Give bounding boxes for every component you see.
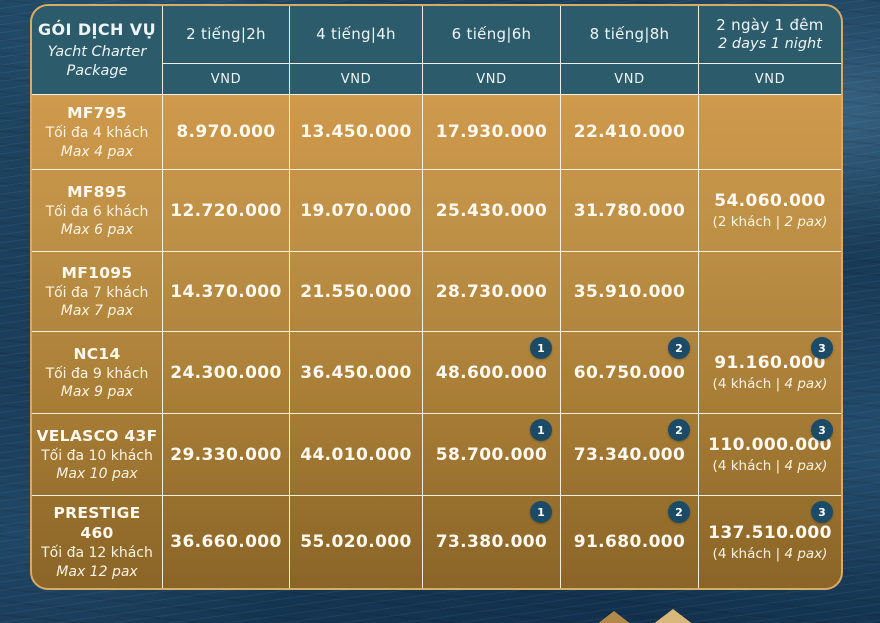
pax-note: (2 khách | 2 pax) [712, 214, 828, 230]
triangle-decoration-left-icon [596, 611, 632, 623]
yacht-name-cell: NC14 Tối đa 9 khách Max 9 pax [32, 332, 163, 414]
pax-note: (4 khách | 4 pax) [712, 545, 828, 562]
price-cell: 54.060.000 (2 khách | 2 pax) [699, 170, 841, 252]
price-cell-empty [699, 252, 841, 332]
price-value: 19.070.000 [300, 200, 412, 221]
price-cell-empty [699, 95, 841, 170]
price-cell: 24.300.000 [163, 332, 290, 414]
rank-badge: 3 [811, 337, 833, 359]
price-value: 110.000.000 [708, 435, 832, 455]
package-subtitle: Yacht Charter Package [47, 43, 147, 79]
price-cell: 19.070.000 [290, 170, 423, 252]
price-cell: 1 48.600.000 [423, 332, 561, 414]
currency-header: VND [163, 64, 290, 95]
yacht-name-cell: VELASCO 43F Tối đa 10 khách Max 10 pax [32, 414, 163, 496]
price-value: 17.930.000 [435, 122, 548, 142]
price-value: 24.300.000 [170, 362, 282, 383]
price-value: 60.750.000 [573, 362, 686, 383]
rank-badge: 2 [668, 501, 690, 523]
currency-header: VND [290, 64, 423, 95]
package-title: GÓI DỊCH VỤ [38, 19, 156, 39]
price-value: 22.410.000 [573, 122, 686, 142]
price-cell: 22.410.000 [561, 95, 699, 170]
price-cell: 35.910.000 [561, 252, 699, 332]
package-header-cell: GÓI DỊCH VỤ Yacht Charter Package [32, 6, 163, 95]
yacht-name-cell: MF895 Tối đa 6 khách Max 6 pax [32, 170, 163, 252]
price-value: 73.340.000 [573, 444, 686, 465]
currency-header: VND [423, 64, 561, 95]
price-cell: 2 60.750.000 [561, 332, 699, 414]
price-cell: 2 73.340.000 [561, 414, 699, 496]
duration-header-8h: 8 tiếng|8h [561, 6, 699, 64]
price-value: 13.450.000 [300, 122, 412, 142]
price-value: 31.780.000 [573, 200, 686, 221]
price-cell: 2 91.680.000 [561, 496, 699, 588]
duration-header-4h: 4 tiếng|4h [290, 6, 423, 64]
price-cell: 8.970.000 [163, 95, 290, 170]
price-cell: 3 137.510.000 (4 khách | 4 pax) [699, 496, 841, 588]
price-value: 14.370.000 [170, 281, 282, 302]
rank-badge: 1 [530, 337, 552, 359]
price-value: 21.550.000 [300, 281, 412, 302]
price-value: 44.010.000 [300, 444, 412, 465]
price-cell: 1 58.700.000 [423, 414, 561, 496]
price-cell: 3 91.160.000 (4 khách | 4 pax) [699, 332, 841, 414]
price-value: 91.680.000 [573, 532, 686, 552]
price-cell: 28.730.000 [423, 252, 561, 332]
price-cell: 31.780.000 [561, 170, 699, 252]
price-value: 8.970.000 [176, 122, 276, 142]
price-cell: 25.430.000 [423, 170, 561, 252]
price-cell: 36.660.000 [163, 496, 290, 588]
rank-badge: 1 [530, 419, 552, 441]
price-value: 28.730.000 [435, 281, 548, 302]
price-cell: 55.020.000 [290, 496, 423, 588]
rank-badge: 1 [530, 501, 552, 523]
pricing-table: GÓI DỊCH VỤ Yacht Charter Package 2 tiến… [30, 4, 843, 590]
price-value: 12.720.000 [170, 200, 282, 221]
price-cell: 17.930.000 [423, 95, 561, 170]
price-cell: 44.010.000 [290, 414, 423, 496]
price-cell: 12.720.000 [163, 170, 290, 252]
yacht-name-cell: PRESTIGE 460 Tối đa 12 khách Max 12 pax [32, 496, 163, 588]
price-value: 29.330.000 [170, 444, 282, 465]
price-cell: 29.330.000 [163, 414, 290, 496]
price-cell: 21.550.000 [290, 252, 423, 332]
currency-header: VND [561, 64, 699, 95]
pax-note: (4 khách | 4 pax) [712, 458, 828, 474]
price-cell: 13.450.000 [290, 95, 423, 170]
price-value: 25.430.000 [435, 200, 548, 221]
duration-header-6h: 6 tiếng|6h [423, 6, 561, 64]
rank-badge: 2 [668, 337, 690, 359]
yacht-name-cell: MF1095 Tối đa 7 khách Max 7 pax [32, 252, 163, 332]
duration-header-overnight: 2 ngày 1 đêm 2 days 1 night [699, 6, 841, 64]
price-cell: 1 73.380.000 [423, 496, 561, 588]
price-value: 137.510.000 [708, 522, 832, 543]
pax-note: (4 khách | 4 pax) [712, 376, 828, 392]
price-value: 73.380.000 [435, 532, 548, 552]
price-value: 91.160.000 [714, 353, 826, 373]
price-value: 54.060.000 [714, 191, 826, 211]
price-value: 36.660.000 [170, 532, 282, 552]
triangle-decoration-right-icon [652, 609, 694, 623]
rank-badge: 2 [668, 419, 690, 441]
price-cell: 3 110.000.000 (4 khách | 4 pax) [699, 414, 841, 496]
currency-header: VND [699, 64, 841, 95]
price-value: 36.450.000 [300, 362, 412, 383]
price-cell: 14.370.000 [163, 252, 290, 332]
yacht-name-cell: MF795 Tối đa 4 khách Max 4 pax [32, 95, 163, 170]
price-value: 48.600.000 [435, 362, 548, 383]
rank-badge: 3 [811, 419, 833, 441]
price-cell: 36.450.000 [290, 332, 423, 414]
duration-header-2h: 2 tiếng|2h [163, 6, 290, 64]
rank-badge: 3 [811, 501, 833, 523]
price-value: 55.020.000 [300, 532, 412, 552]
price-value: 58.700.000 [435, 444, 548, 465]
price-value: 35.910.000 [573, 281, 686, 302]
